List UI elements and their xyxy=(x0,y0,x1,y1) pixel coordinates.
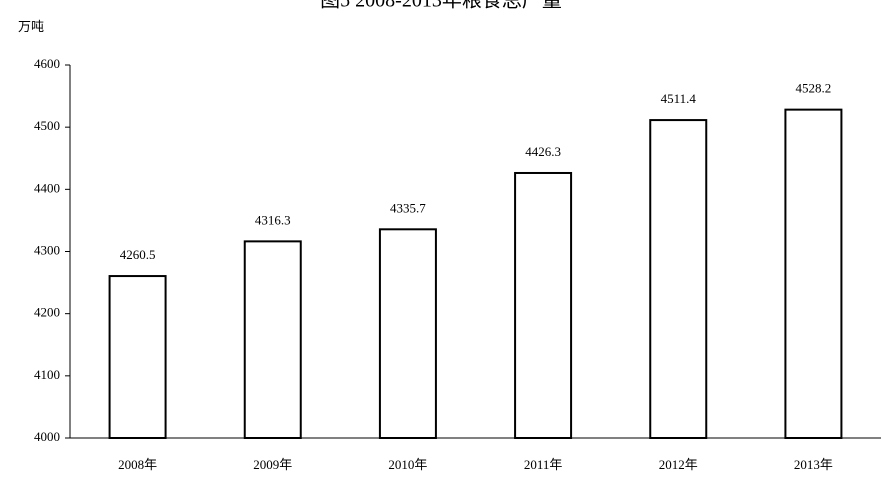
y-tick-label: 4400 xyxy=(34,180,60,195)
x-tick-label: 2010年 xyxy=(388,457,427,472)
y-axis-label: 万吨 xyxy=(18,19,44,34)
x-tick-label: 2008年 xyxy=(118,457,157,472)
value-label: 4260.5 xyxy=(120,247,156,262)
y-tick-label: 4600 xyxy=(34,56,60,71)
value-label: 4528.2 xyxy=(796,81,832,96)
y-tick-label: 4500 xyxy=(34,118,60,133)
y-tick-label: 4300 xyxy=(34,242,60,257)
bar xyxy=(378,228,437,439)
x-tick-label: 2013年 xyxy=(794,457,833,472)
bar xyxy=(108,275,167,440)
y-tick-label: 4100 xyxy=(34,367,60,382)
bar xyxy=(243,240,302,439)
x-tick-label: 2009年 xyxy=(253,457,292,472)
y-tick-label: 4000 xyxy=(34,429,60,444)
value-label: 4335.7 xyxy=(390,200,426,215)
y-tick-label: 4200 xyxy=(34,305,60,320)
x-tick-label: 2012年 xyxy=(659,457,698,472)
bar xyxy=(649,119,708,439)
value-label: 4316.3 xyxy=(255,212,291,227)
chart-title: 图5 2008-2013年粮食总产量 xyxy=(320,0,562,12)
x-tick-label: 2011年 xyxy=(524,457,563,472)
bar xyxy=(784,108,843,439)
value-label: 4426.3 xyxy=(525,144,561,159)
value-label: 4511.4 xyxy=(661,91,697,106)
bar xyxy=(514,171,573,440)
